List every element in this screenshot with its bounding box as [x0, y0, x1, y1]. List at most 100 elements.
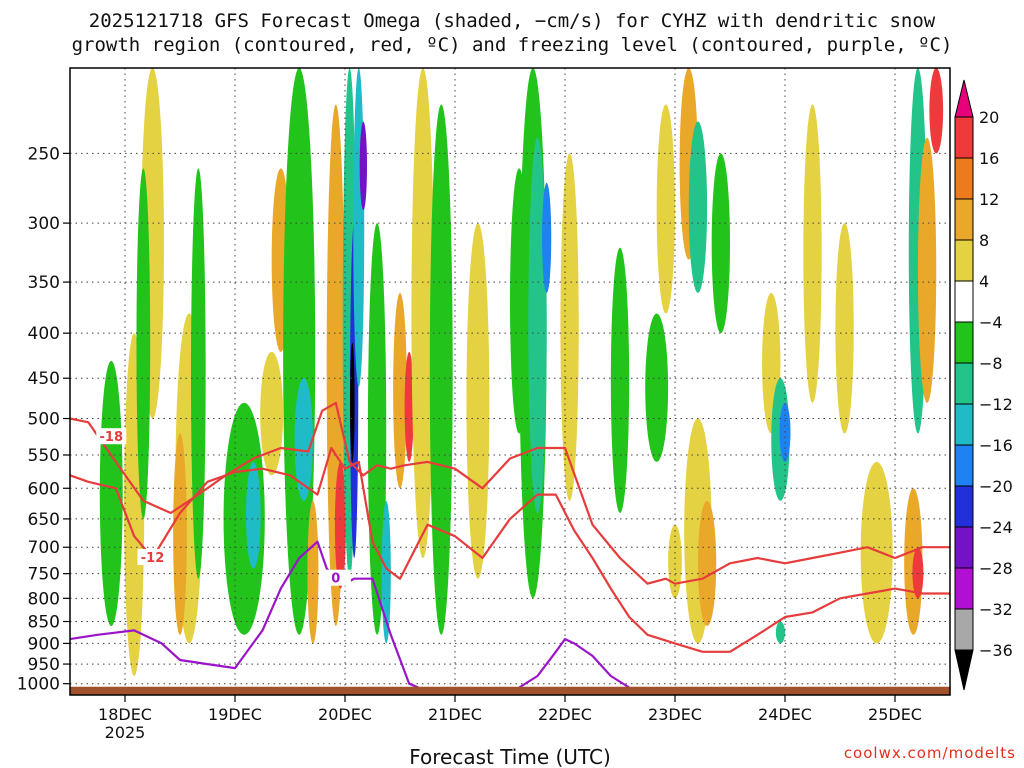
- colorbar-bin-10: [954, 485, 974, 528]
- omega-region-21: [367, 223, 387, 635]
- freezing-level-contour-0-label-bg: [320, 569, 351, 586]
- omega-region-6: [191, 168, 206, 579]
- colorbar-label-13: −36: [979, 641, 1013, 660]
- dgz-contour-1-label-bg: [137, 549, 168, 566]
- gridlines: [70, 68, 950, 695]
- colorbar-bin-5: [954, 280, 974, 323]
- freezing-level-contour-0: [69, 540, 419, 689]
- colorbar-bin-9: [954, 444, 974, 487]
- y-tick-label-750: 750: [28, 565, 60, 585]
- colorbar-label-2: 12: [979, 190, 999, 209]
- omega-region-53: [929, 68, 944, 154]
- omega-region-20: [359, 121, 368, 211]
- omega-region-2: [99, 360, 123, 626]
- y-tick-label-1000: 1000: [17, 675, 60, 695]
- colorbar-label-3: 8: [979, 231, 989, 250]
- x-tick-label-18DEC: 18DEC: [98, 705, 152, 724]
- y-tick-label-900: 900: [28, 634, 60, 654]
- omega-region-36: [668, 524, 682, 599]
- omega-region-8: [246, 461, 261, 569]
- omega-region-15: [334, 461, 346, 589]
- colorbar-bin-11: [954, 526, 974, 569]
- x-tick-label-24DEC: 24DEC: [758, 705, 812, 724]
- y-tick-label-850: 850: [28, 613, 60, 633]
- omega-region-26: [429, 104, 453, 635]
- colorbar-bin-top: [954, 79, 974, 118]
- freezing-level-contour-1: [518, 637, 630, 689]
- colorbar-label-10: −24: [979, 518, 1013, 537]
- colorbar-label-12: −32: [979, 600, 1013, 619]
- colorbar-label-6: −8: [979, 354, 1003, 373]
- y-tick-label-250: 250: [28, 144, 60, 164]
- omega-region-7: [223, 402, 265, 635]
- omega-region-31: [542, 182, 552, 293]
- chart-title-line1: 2025121718 GFS Forecast Omega (shaded, −…: [89, 10, 936, 32]
- contour-lines: -18 -12 0: [69, 401, 950, 689]
- omega-region-35: [656, 104, 675, 314]
- y-axis: 2503003504004505005506006507007508008509…: [17, 144, 70, 695]
- colorbar-label-11: −28: [979, 559, 1013, 578]
- dgz-contour-1: [69, 446, 950, 653]
- omega-region-27: [466, 223, 490, 579]
- omega-region-23: [393, 292, 407, 489]
- omega-region-22: [381, 500, 391, 644]
- dgz-contour-1-label: -12: [141, 551, 165, 566]
- colorbar-label-0: 20: [979, 108, 999, 127]
- y-tick-label-450: 450: [28, 369, 60, 389]
- omega-region-18: [350, 342, 355, 462]
- y-tick-label-300: 300: [28, 214, 60, 234]
- y-tick-label-800: 800: [28, 589, 60, 609]
- x-tick-sublabel-18DEC: 2025: [105, 723, 146, 742]
- omega-region-13: [307, 500, 319, 644]
- omega-region-5: [173, 433, 187, 635]
- colorbar-bin-13: [954, 608, 974, 651]
- x-tick-label-22DEC: 22DEC: [538, 705, 592, 724]
- x-tick-label-25DEC: 25DEC: [868, 705, 922, 724]
- omega-region-48: [860, 461, 893, 644]
- plot-frame: [69, 67, 951, 696]
- omega-region-45: [775, 621, 786, 644]
- y-tick-label-950: 950: [28, 655, 60, 675]
- omega-region-32: [560, 153, 579, 501]
- colorbar-label-9: −20: [979, 477, 1013, 496]
- y-tick-label-700: 700: [28, 538, 60, 558]
- ground-terrain: [70, 686, 950, 695]
- omega-region-52: [917, 137, 937, 403]
- colorbar-label-5: −4: [979, 313, 1003, 332]
- omega-shading: [99, 68, 944, 676]
- credit-link[interactable]: coolwx.com/modelts: [844, 744, 1016, 762]
- y-tick-label-600: 600: [28, 479, 60, 499]
- colorbar-bin-1: [954, 116, 974, 159]
- colorbar-legend: 20 16 12 8 4 −4 −8 −12 −16 −20 −24 −28 −32 −36: [954, 79, 1013, 691]
- omega-region-25: [411, 68, 435, 559]
- colorbar-label-4: 4: [979, 272, 989, 291]
- omega-region-24: [404, 351, 414, 462]
- y-tick-label-400: 400: [28, 324, 60, 344]
- freezing-level-contour-0-label: 0: [331, 572, 340, 587]
- colorbar-label-7: −12: [979, 395, 1013, 414]
- omega-region-10: [260, 351, 284, 476]
- omega-region-30: [528, 137, 547, 513]
- omega-region-38: [688, 121, 708, 293]
- colorbar-bin-8: [954, 403, 974, 446]
- omega-region-34: [645, 313, 669, 462]
- omega-region-40: [697, 500, 717, 626]
- y-tick-label-650: 650: [28, 510, 60, 530]
- y-tick-label-500: 500: [28, 410, 60, 430]
- omega-region-12: [294, 378, 313, 501]
- dgz-contour-0-label-bg: [96, 428, 127, 445]
- colorbar-bin-7: [954, 362, 974, 405]
- chart-title-line2: growth region (contoured, red, ºC) and f…: [72, 34, 953, 56]
- dgz-contour-0-label: -18: [100, 430, 124, 445]
- x-axis-label: Forecast Time (UTC): [409, 745, 611, 768]
- omega-region-50: [912, 547, 924, 599]
- omega-region-47: [835, 223, 854, 434]
- y-tick-label-350: 350: [28, 273, 60, 293]
- omega-region-19: [353, 68, 365, 387]
- colorbar-bin-12: [954, 567, 974, 610]
- colorbar-bin-bottom: [954, 649, 974, 691]
- omega-region-46: [803, 104, 822, 403]
- x-tick-label-20DEC: 20DEC: [318, 705, 372, 724]
- x-tick-label-19DEC: 19DEC: [208, 705, 262, 724]
